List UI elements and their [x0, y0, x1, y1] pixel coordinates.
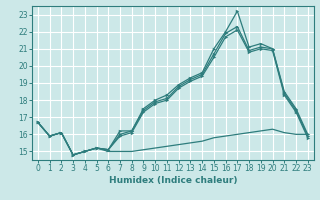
X-axis label: Humidex (Indice chaleur): Humidex (Indice chaleur) — [108, 176, 237, 185]
